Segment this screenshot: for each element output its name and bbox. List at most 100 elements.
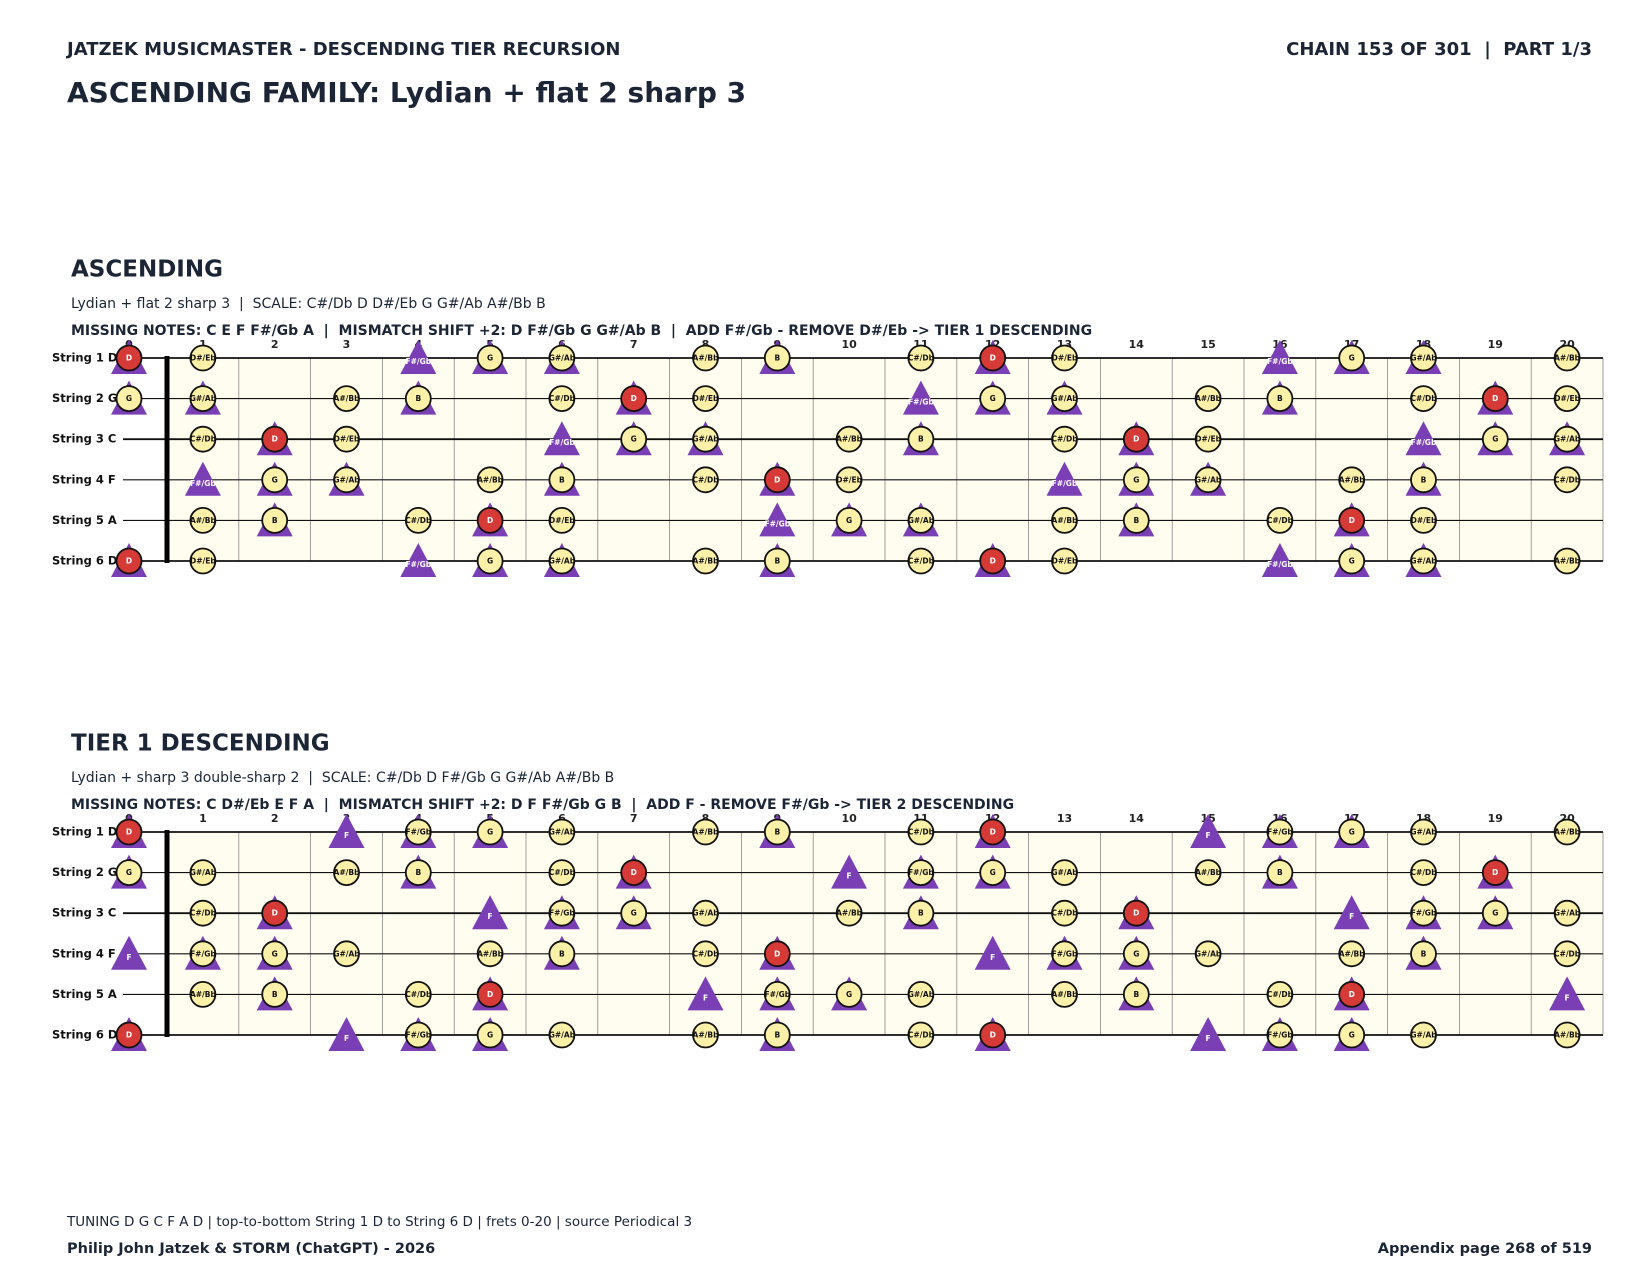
note-label: D#/Eb (1411, 516, 1437, 525)
note-label: A#/Bb (836, 909, 863, 918)
scale-note (548, 344, 576, 372)
note-label: G (990, 868, 996, 877)
scale-note (333, 385, 360, 413)
fret-number: 1 (199, 338, 207, 351)
root-note (1122, 899, 1150, 927)
scale-note (548, 547, 576, 575)
shift-triangle (184, 461, 221, 496)
scale-note (476, 344, 504, 372)
note-label: F#/Gb (549, 438, 575, 447)
note-label: G (487, 828, 493, 837)
scale-note (548, 818, 576, 846)
note-label: G#/Ab (549, 354, 576, 363)
note-label: B (415, 394, 421, 403)
scale-note (1122, 981, 1150, 1008)
note-label: D (631, 394, 637, 403)
note-label: A#/Bb (693, 354, 720, 363)
shift-triangle (1190, 814, 1227, 848)
note-label: F#/Gb (405, 1031, 431, 1040)
note-label: F#/Gb (190, 949, 216, 958)
note-label: A#/Bb (1052, 516, 1079, 525)
note-label: A#/Bb (1195, 394, 1222, 403)
note-label: A#/Bb (477, 475, 504, 484)
root-note (1338, 981, 1366, 1008)
note-label: F#/Gb (764, 519, 790, 528)
scale-line: Lydian + sharp 3 double-sharp 2 | SCALE:… (71, 770, 614, 786)
scale-note (1410, 940, 1437, 968)
fret-number: 14 (1129, 812, 1145, 825)
scale-note (476, 466, 504, 494)
note-label: G#/Ab (1410, 557, 1437, 566)
scale-note (1553, 940, 1581, 968)
scale-note (1338, 344, 1366, 372)
fret-number: 10 (841, 338, 857, 351)
scale-note (404, 385, 432, 413)
scale-note (1051, 940, 1078, 968)
scale-note (1266, 859, 1294, 886)
scale-note (1051, 981, 1078, 1008)
scale-note (115, 385, 143, 413)
fret-number: 8 (702, 812, 710, 825)
scale-note (1481, 899, 1509, 927)
note-label: G#/Ab (549, 557, 576, 566)
note-label: G (846, 990, 852, 999)
scale-note (763, 547, 791, 575)
scale-note (1410, 859, 1437, 886)
scale-note (1051, 859, 1078, 886)
note-label: F#/Gb (549, 909, 575, 918)
scale-note (1338, 940, 1366, 968)
fret-number: 1 (199, 812, 207, 825)
note-label: G (631, 909, 637, 918)
note-label: D#/Eb (1052, 557, 1078, 566)
note-label: C#/Db (1267, 990, 1294, 999)
scale-note (1481, 425, 1509, 453)
scale-note (835, 425, 863, 453)
note-label: C#/Db (1410, 394, 1437, 403)
shift-triangle (1261, 543, 1298, 577)
scale-note (763, 1021, 791, 1049)
shift-triangle (328, 814, 365, 848)
scale-note (1051, 547, 1078, 575)
note-label: A#/Bb (334, 868, 361, 877)
note-label: F#/Gb (1052, 479, 1078, 488)
note-label: G (1133, 475, 1139, 484)
note-label: F (488, 912, 493, 921)
root-note (979, 818, 1007, 846)
note-label: D (1349, 990, 1355, 999)
shift-triangle (111, 935, 147, 970)
scale-note (333, 466, 360, 494)
scale-note (1051, 425, 1078, 453)
note-label: F (1206, 1034, 1211, 1043)
note-label: F#/Gb (764, 990, 790, 999)
root-note (476, 981, 504, 1008)
root-note (1122, 425, 1150, 453)
shift-triangle (902, 380, 939, 415)
scale-note (548, 507, 576, 534)
scale-note (835, 507, 863, 534)
shift-triangle (1046, 461, 1083, 496)
note-label: G#/Ab (1410, 1031, 1437, 1040)
note-label: F (990, 953, 995, 962)
note-label: F (1565, 993, 1570, 1002)
note-label: B (1277, 394, 1283, 403)
note-label: C#/Db (1051, 909, 1078, 918)
note-label: D (631, 868, 637, 877)
note-label: F (344, 1034, 349, 1043)
series-title: JATZEK MUSICMASTER - DESCENDING TIER REC… (65, 39, 621, 60)
scale-note (1410, 899, 1437, 927)
note-label: G (1492, 435, 1498, 444)
shift-triangle (1549, 976, 1586, 1011)
note-label: C#/Db (1554, 949, 1581, 958)
note-label: D (774, 475, 780, 484)
note-label: G (126, 868, 132, 877)
scale-note (548, 385, 576, 413)
section-heading: ASCENDING (71, 257, 223, 283)
fretboard-section: TIER 1 DESCENDING Lydian + sharp 3 double… (52, 731, 1604, 1051)
section-heading: TIER 1 DESCENDING (71, 731, 330, 757)
note-label: B (415, 868, 421, 877)
note-label: G#/Ab (190, 868, 217, 877)
string-label: String 3 C (52, 432, 116, 446)
note-label: D#/Eb (1052, 354, 1078, 363)
note-label: C#/Db (908, 557, 935, 566)
scale-note (1410, 344, 1437, 372)
